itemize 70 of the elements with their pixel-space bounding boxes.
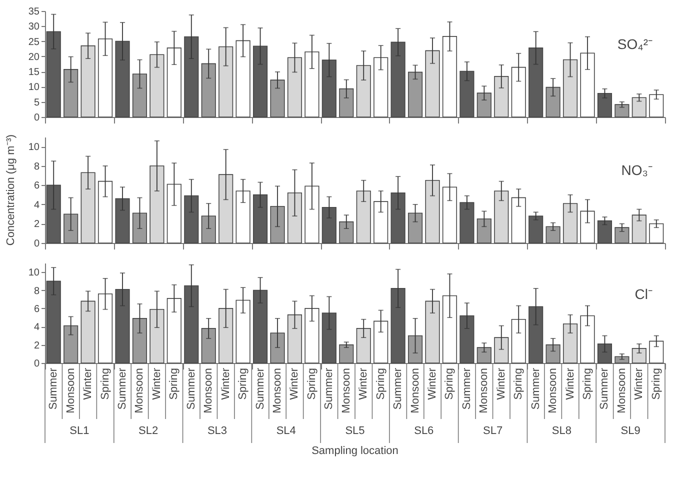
- text: Summer: [460, 368, 473, 410]
- y-tick-label: 6: [34, 304, 40, 315]
- x-tick-label: SL1: [70, 425, 90, 437]
- y-tick-label: 30: [28, 22, 40, 33]
- y-tick-label: 15: [28, 67, 40, 78]
- y-tick-label: 5: [34, 97, 40, 108]
- text: Summer: [254, 368, 266, 410]
- y-axis-title: Concentration (μg m⁻³): [5, 134, 17, 246]
- text: Monsoon: [478, 368, 490, 414]
- y-tick-label: 4: [34, 200, 40, 211]
- text: Winter: [288, 368, 301, 400]
- text: Monsoon: [616, 368, 628, 414]
- text: Winter: [426, 368, 438, 400]
- y-tick-label: 6: [34, 180, 40, 192]
- text: Summer: [598, 368, 611, 410]
- text: Summer: [116, 368, 128, 410]
- annotation: Cl⁻: [634, 286, 653, 302]
- text: Spring: [582, 368, 594, 400]
- y-tick-label: 25: [28, 36, 40, 48]
- text: Monsoon: [272, 368, 284, 414]
- y-tick-label: 8: [34, 286, 40, 297]
- text: Monsoon: [340, 368, 352, 414]
- x-tick-label: SL8: [552, 425, 572, 437]
- text: Spring: [306, 368, 318, 400]
- x-axis-title: Sampling location: [312, 445, 398, 457]
- text: Monsoon: [547, 368, 560, 414]
- text: Summer: [185, 368, 198, 410]
- x-tick-label: SL3: [207, 425, 228, 437]
- x-tick-label: SL6: [414, 425, 434, 437]
- text: Spring: [374, 368, 387, 400]
- y-tick-label: 20: [28, 52, 40, 63]
- text: Spring: [168, 368, 180, 400]
- y-tick-label: 4: [34, 322, 40, 334]
- text: Summer: [530, 368, 542, 410]
- text: Winter: [82, 368, 94, 400]
- text: Monsoon: [64, 368, 77, 414]
- text: Spring: [650, 368, 662, 400]
- annotation: NO₃⁻: [621, 162, 653, 178]
- text: Spring: [99, 368, 112, 400]
- text: Winter: [495, 368, 508, 400]
- annotation: SO₄²⁻: [617, 36, 653, 52]
- text: Summer: [392, 368, 404, 410]
- y-tick-label: 8: [34, 161, 40, 172]
- y-tick-label: 10: [28, 142, 40, 154]
- y-tick-label: 0: [34, 358, 40, 370]
- text: Winter: [150, 368, 163, 400]
- x-tick-label: SL9: [620, 425, 640, 437]
- text: Winter: [220, 368, 232, 400]
- text: Winter: [358, 368, 370, 400]
- x-tick-label: SL5: [345, 425, 365, 437]
- x-tick-label: SL2: [138, 425, 158, 437]
- y-tick-label: 0: [34, 238, 40, 250]
- text: Spring: [512, 368, 525, 400]
- text: Monsoon: [409, 368, 422, 414]
- y-tick-label: 0: [34, 112, 40, 124]
- y-tick-label: 10: [28, 268, 40, 279]
- text: Summer: [323, 368, 336, 410]
- text: Winter: [564, 368, 576, 400]
- x-tick-label: SL4: [276, 425, 296, 437]
- y-tick-label: 10: [28, 82, 40, 94]
- text: Monsoon: [202, 368, 215, 414]
- text: Spring: [444, 368, 456, 400]
- text: Winter: [633, 368, 646, 400]
- y-tick-label: 2: [34, 340, 40, 352]
- text: Spring: [237, 368, 250, 400]
- y-tick-label: 35: [28, 6, 40, 18]
- y-tick-label: 2: [34, 219, 40, 230]
- x-tick-label: SL7: [482, 425, 503, 437]
- text: Summer: [48, 368, 60, 410]
- text: Monsoon: [134, 368, 146, 414]
